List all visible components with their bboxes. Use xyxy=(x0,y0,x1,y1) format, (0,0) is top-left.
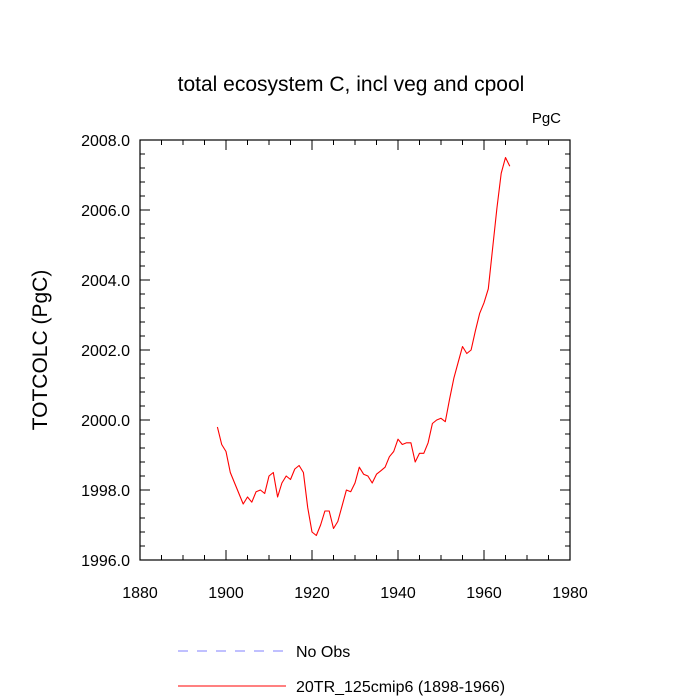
series-line xyxy=(216,156,511,537)
legend-label: 20TR_125cmip6 (1898-1966) xyxy=(296,679,505,696)
x-tick-label: 1900 xyxy=(208,585,244,602)
units-label: PgC xyxy=(532,110,561,127)
x-axis-ticks: 1880 1900 1920 1940 1960 1980 xyxy=(122,140,588,602)
x-tick-label: 1960 xyxy=(466,585,502,602)
chart-title: total ecosystem C, incl veg and cpool xyxy=(178,73,525,96)
y-axis-label: TOTCOLC (PgC) xyxy=(29,270,52,431)
y-tick-label: 2004.0 xyxy=(81,273,130,290)
y-tick-label: 2006.0 xyxy=(81,203,130,220)
x-tick-label: 1980 xyxy=(552,585,588,602)
series-layer xyxy=(216,156,511,537)
x-tick-label: 1940 xyxy=(380,585,416,602)
plot-frame xyxy=(139,139,571,561)
x-tick-label: 1880 xyxy=(122,585,158,602)
y-axis-ticks: 1996.0 1998.0 2000.0 2002.0 2004.0 2006.0 2008… xyxy=(81,133,570,570)
x-tick-label: 1920 xyxy=(294,585,330,602)
y-tick-label: 1996.0 xyxy=(81,553,130,570)
y-tick-label: 1998.0 xyxy=(81,483,130,500)
legend-label: No Obs xyxy=(296,644,350,661)
y-tick-label: 2002.0 xyxy=(81,343,130,360)
legend: No Obs 20TR_125cmip6 (1898-1966) xyxy=(178,644,505,696)
y-tick-label: 2000.0 xyxy=(81,413,130,430)
y-tick-label: 2008.0 xyxy=(81,133,130,150)
